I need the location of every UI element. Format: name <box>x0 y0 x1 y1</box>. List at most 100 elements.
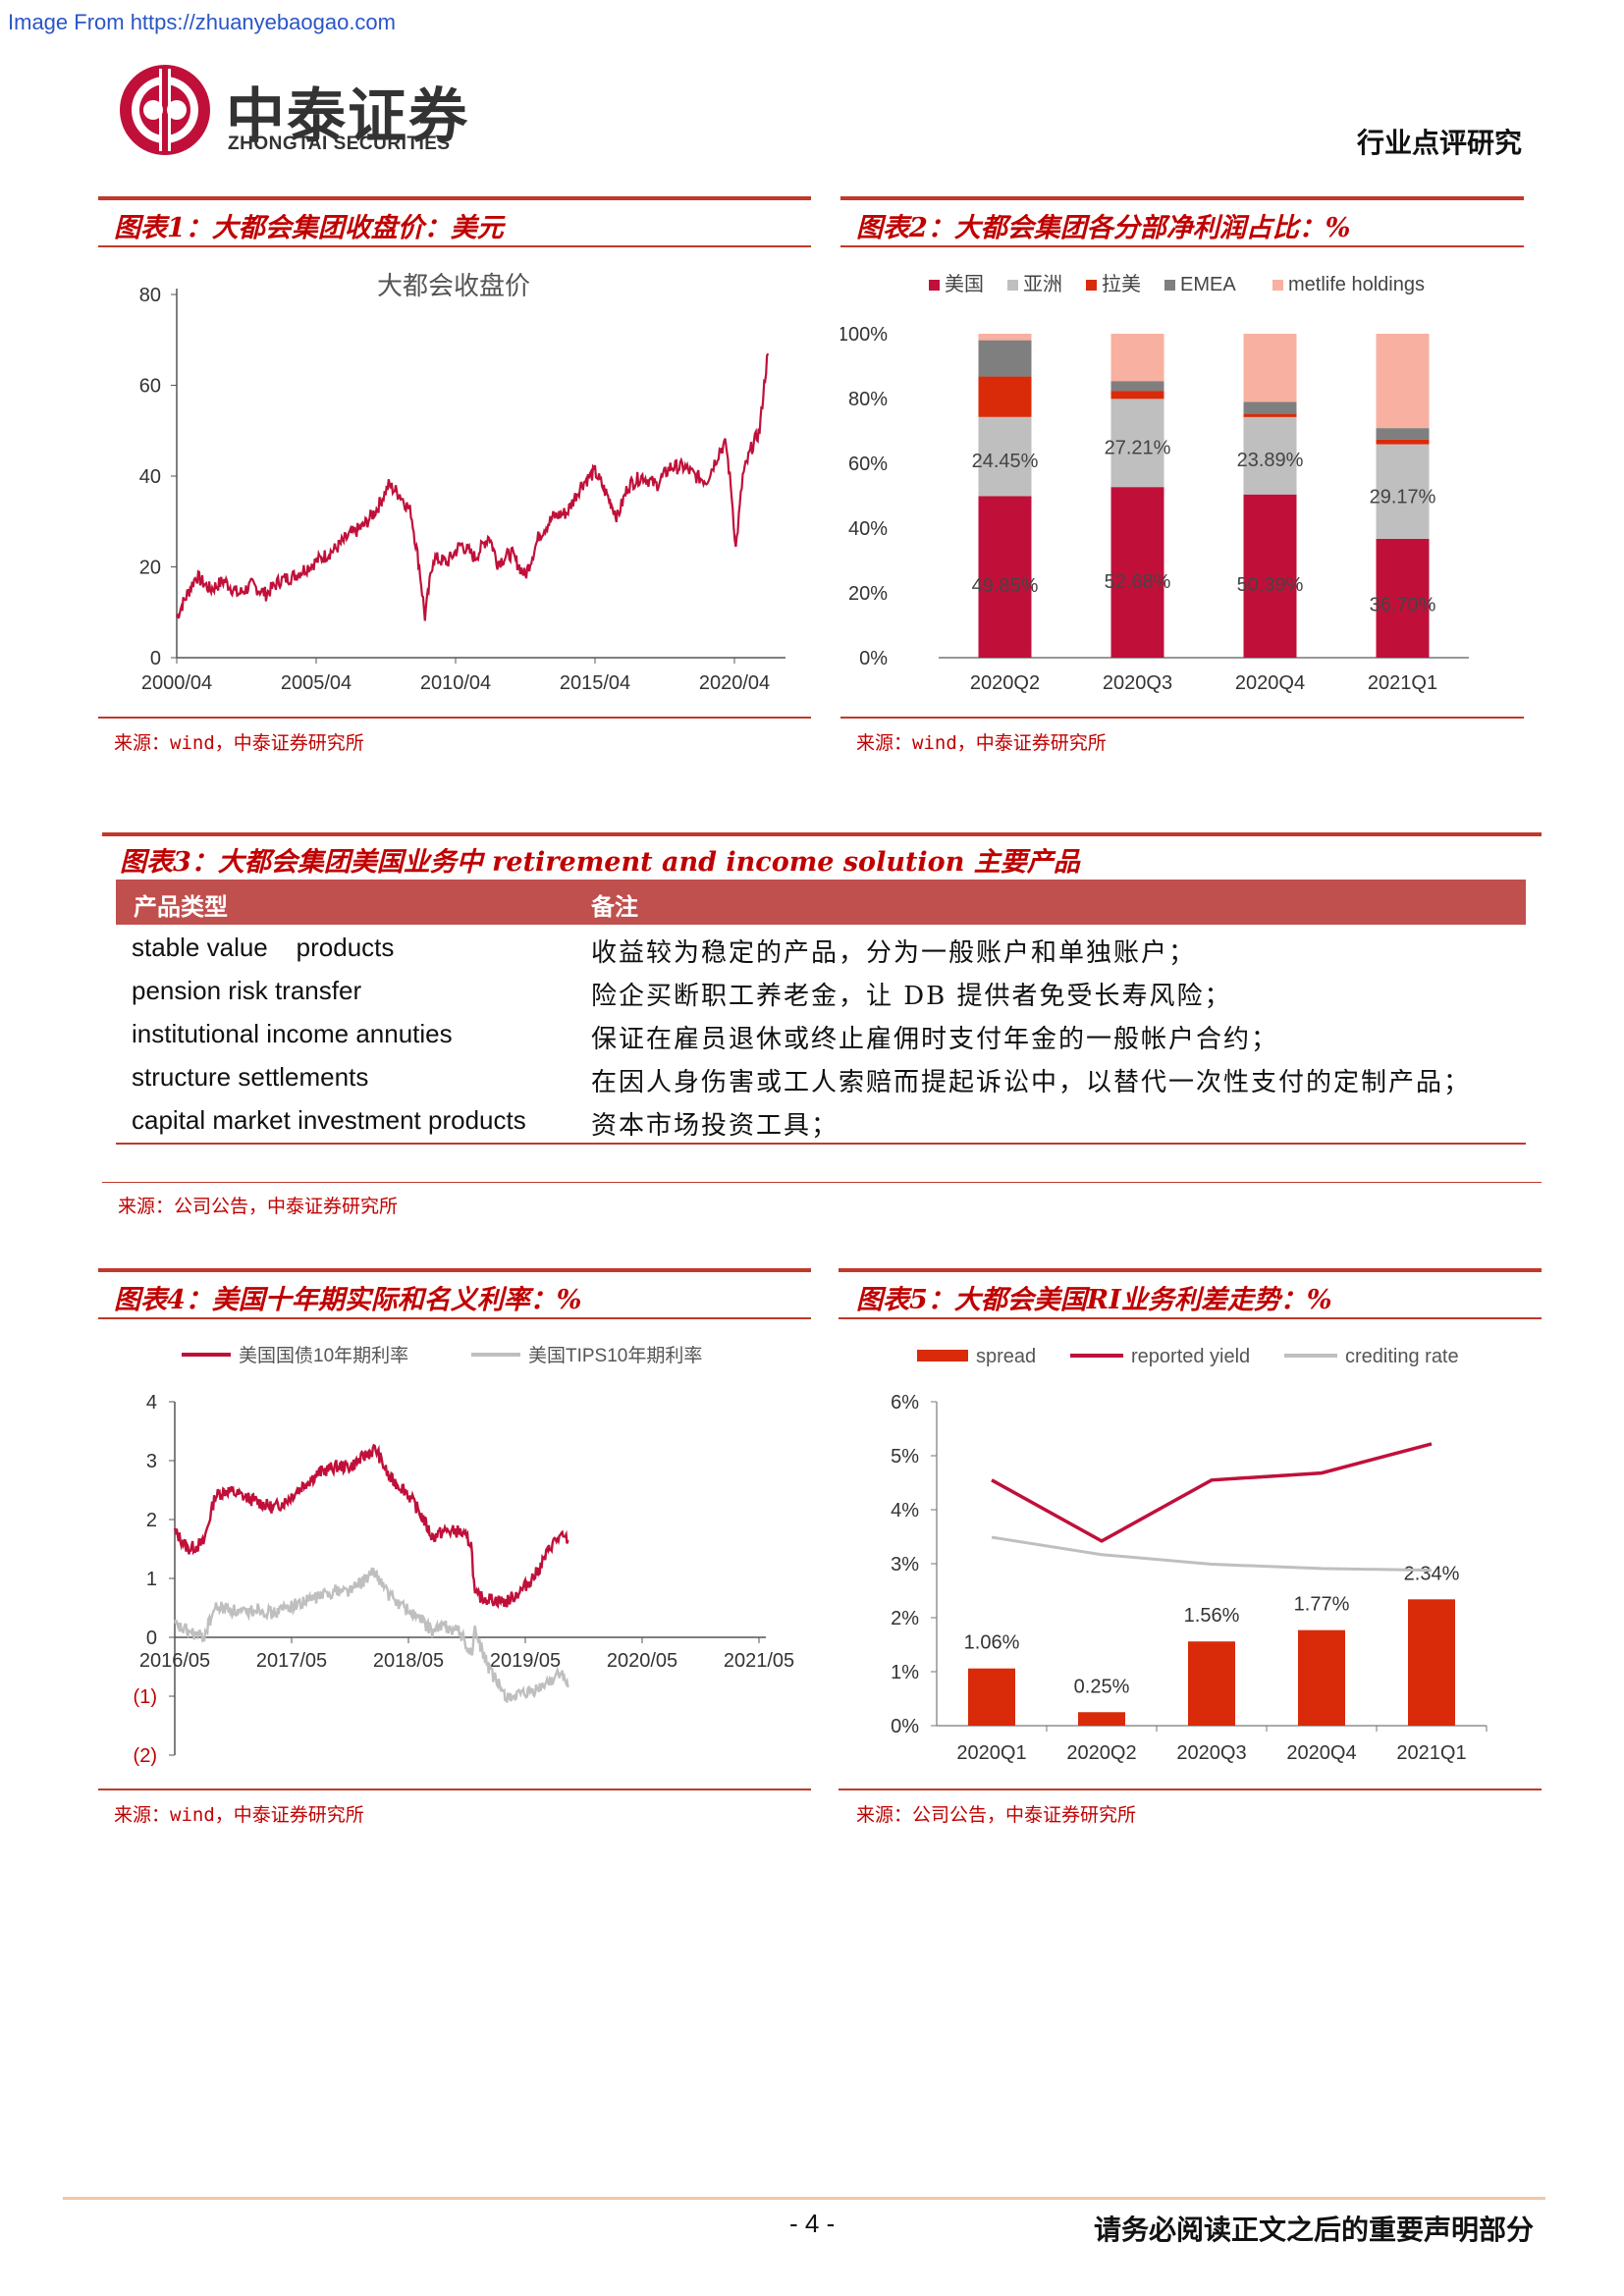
fig2-x-tick-label: 2021Q1 <box>1368 672 1437 694</box>
fig3-table-header: 产品类型 备注 <box>116 880 1526 925</box>
footer-disclaimer-note: 请务必阅读正文之后的重要声明部分 <box>1093 2214 1534 2246</box>
fig5-y-tick-label: 3% <box>891 1554 919 1575</box>
fig2-data-label: 52.68% <box>1105 571 1171 593</box>
watermark-text: Image From https://zhuanyebaogao.com <box>8 10 396 34</box>
fig2-bar-segment <box>978 334 1032 341</box>
fig5-source: 来源：公司公告，中泰证券研究所 <box>856 1804 1137 1826</box>
table-cell-note: 险企买断职工养老金，让 DB 提供者免受长寿风险； <box>591 982 1232 1011</box>
fig5-title-rule <box>839 1317 1542 1319</box>
fig1-price-line <box>175 352 770 621</box>
fig4-bottom-rule <box>98 1789 811 1790</box>
fig1-x-tick-label: 2020/04 <box>699 672 770 694</box>
fig2-legend-swatch <box>1164 280 1175 291</box>
fig5-legend-label: crediting rate <box>1345 1346 1459 1367</box>
fig2-y-tick-label: 100% <box>840 324 888 346</box>
fig5-bar-label: 2.34% <box>1404 1563 1460 1584</box>
table-cell-note: 在因人身伤害或工人索赔而提起诉讼中，以替代一次性支付的定制产品； <box>591 1068 1472 1097</box>
fig4-y-tick-label: 4 <box>146 1392 157 1414</box>
fig3-top-rule <box>102 832 1542 836</box>
fig2-data-label: 50.39% <box>1237 574 1304 596</box>
table-cell-note: 资本市场投资工具； <box>591 1111 839 1141</box>
fig3-col-notes: 备注 <box>591 892 638 921</box>
fig5-bar-label: 1.77% <box>1294 1594 1350 1616</box>
fig5-spread-bar <box>1408 1599 1455 1726</box>
fig2-y-tick-label: 40% <box>848 518 888 540</box>
fig2-legend-label: 亚洲 <box>1023 274 1062 295</box>
fig1-y-tick-label: 0 <box>150 648 161 669</box>
fig2-legend-swatch <box>1272 280 1283 291</box>
fig4-x-tick-label: 2018/05 <box>373 1650 444 1672</box>
fig1-y-tick-label: 80 <box>139 285 161 306</box>
fig2-bar-segment <box>978 376 1032 417</box>
fig2-bar-segment <box>978 340 1032 377</box>
fig2-y-tick-label: 60% <box>848 454 888 475</box>
fig4-y-tick-label: 2 <box>146 1510 157 1531</box>
fig5-x-tick-label: 2020Q4 <box>1286 1742 1356 1764</box>
fig2-bar-segment <box>978 416 1032 497</box>
fig1-bottom-rule <box>98 717 811 719</box>
fig1-title: 图表1：大都会集团收盘价：美元 <box>114 213 504 243</box>
fig5-y-tick-label: 4% <box>891 1500 919 1522</box>
table-row: stable value products 收益较为稳定的产品，分为一般账户和单… <box>116 927 1526 970</box>
report-type-label: 行业点评研究 <box>1356 127 1522 159</box>
fig4-title-rule <box>98 1317 811 1319</box>
fig2-chart: 美国 亚洲 拉美 EMEA metlife holdings 0% 20% 40% 60% 80%… <box>840 273 1469 694</box>
fig5-x-tick-label: 2020Q2 <box>1066 1742 1136 1764</box>
fig5-bar-label: 1.56% <box>1184 1605 1240 1627</box>
fig2-bar-segment <box>1376 428 1430 440</box>
fig2-x-tick-label: 2020Q3 <box>1103 672 1172 694</box>
fig5-x-tick-label: 2021Q1 <box>1396 1742 1466 1764</box>
fig5-spread-bar <box>1188 1641 1235 1726</box>
fig2-bar-segment <box>1376 439 1430 445</box>
fig5-y-tick-label: 0% <box>891 1716 919 1737</box>
fig5-y-tick-label: 5% <box>891 1446 919 1468</box>
fig5-x-tick-label: 2020Q1 <box>956 1742 1026 1764</box>
page-number: - 4 - <box>789 2209 836 2238</box>
fig4-nominal-rate-line <box>173 1443 569 1610</box>
fig1-source: 来源：wind，中泰证券研究所 <box>114 732 364 754</box>
fig2-bar-segment <box>1376 444 1430 539</box>
fig2-top-rule <box>840 196 1524 200</box>
fig2-data-label: 24.45% <box>972 451 1039 472</box>
fig5-y-tick-label: 1% <box>891 1662 919 1683</box>
fig2-bar-segment <box>1110 391 1164 400</box>
fig2-data-label: 23.89% <box>1237 450 1304 471</box>
fig2-source: 来源：wind，中泰证券研究所 <box>856 732 1107 754</box>
fig4-x-tick-label: 2019/05 <box>490 1650 561 1672</box>
fig2-bar-segment <box>1243 494 1297 658</box>
fig5-top-rule <box>839 1268 1542 1272</box>
table-row: capital market investment products 资本市场投… <box>116 1099 1526 1143</box>
table-row: pension risk transfer 险企买断职工养老金，让 DB 提供者… <box>116 970 1526 1013</box>
fig2-bar-segment <box>1110 381 1164 392</box>
fig2-bar-segment <box>1110 334 1164 382</box>
fig2-bar-segment <box>1243 401 1297 414</box>
fig2-data-label: 49.85% <box>972 575 1039 597</box>
fig1-chart-title: 大都会收盘价 <box>377 271 530 300</box>
fig2-legend-label: EMEA <box>1180 274 1236 295</box>
fig2-y-tick-label: 20% <box>848 583 888 605</box>
fig4-x-tick-label: 2017/05 <box>256 1650 327 1672</box>
fig3-title: 图表3：大都会集团美国业务中 retirement and income sol… <box>120 847 1080 878</box>
fig4-y-tick-label: 3 <box>146 1451 157 1472</box>
fig5-legend-label: reported yield <box>1131 1346 1250 1367</box>
fig4-y-tick-label: 1 <box>146 1569 157 1590</box>
logo-english-name: ZHONGTAI SECURITIES <box>228 133 451 154</box>
fig3-col-product-type: 产品类型 <box>134 892 228 921</box>
fig2-bar-segment <box>1243 416 1297 495</box>
fig4-tips-rate-line <box>173 1567 569 1703</box>
fig3-table-bottom-rule <box>116 1143 1526 1145</box>
fig5-reported-yield-line <box>991 1442 1433 1543</box>
fig2-x-tick-label: 2020Q2 <box>970 672 1040 694</box>
logo-chinese-name: 中泰证券 <box>226 82 469 151</box>
fig1-title-rule <box>98 245 811 247</box>
fig5-crediting-rate-line <box>991 1535 1433 1573</box>
fig5-legend-swatch-spread <box>917 1350 968 1362</box>
fig2-bar-segment <box>978 496 1032 658</box>
fig4-title: 图表4：美国十年期实际和名义利率：% <box>114 1285 582 1315</box>
fig4-x-tick-label: 2021/05 <box>724 1650 794 1672</box>
fig4-y-tick-label: (1) <box>134 1686 157 1708</box>
fig1-chart: 大都会收盘价 0 20 40 60 80 2000/04 2005/04 2010/04 2015… <box>139 271 785 694</box>
fig3-table-body: stable value products 收益较为稳定的产品，分为一般账户和单… <box>116 927 1526 1143</box>
fig2-legend-label: 美国 <box>945 273 984 295</box>
fig2-legend-swatch <box>1086 280 1097 291</box>
